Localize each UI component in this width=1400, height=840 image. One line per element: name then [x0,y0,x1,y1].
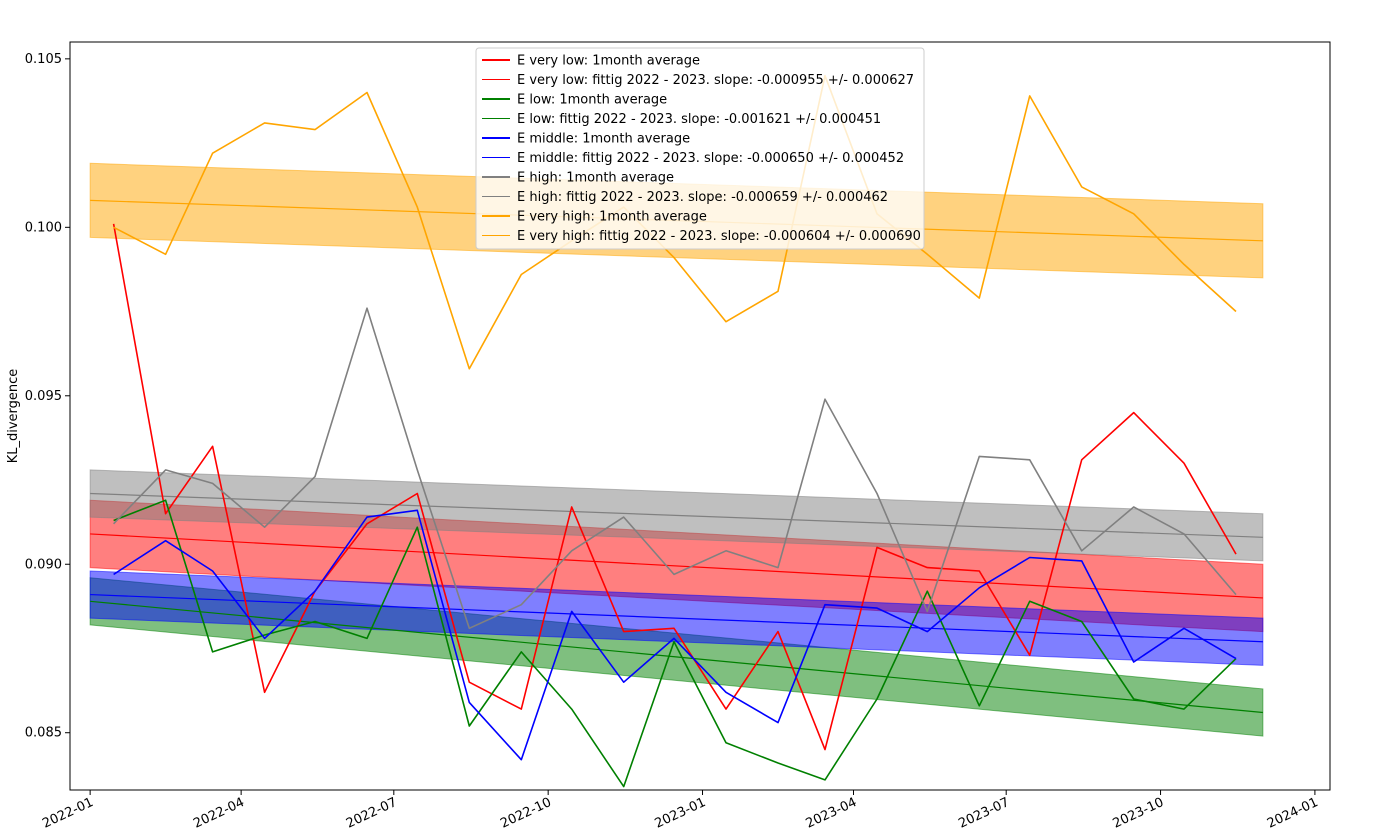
legend-entry-avg-2: E middle: 1month average [517,132,690,147]
plot-frame [69,41,1331,791]
data-series [112,74,1237,788]
x-tick-label-7: 2023-10 [1111,795,1167,832]
y-axis: 0.085 0.090 0.095 0.100 0.105 [25,52,70,741]
y-tick-label-4: 0.105 [25,52,62,67]
legend-entry-avg-1: E low: 1month average [517,93,667,108]
fit-line-0 [90,533,1263,599]
series-line-4 [113,74,1237,370]
y-tick-label-0: 0.085 [25,726,62,741]
fit-line-3 [90,492,1263,538]
x-tick-label-2: 2022-07 [344,795,400,832]
legend-entry-avg-4: E very high: 1month average [517,210,707,225]
fit-lines [90,199,1263,714]
legend: E very low: 1month average E very low: fi… [475,47,925,250]
fit-line-2 [90,593,1263,643]
legend-box [475,47,925,250]
x-tick-label-8: 2024-01 [1265,795,1321,832]
y-axis-label: KL_divergence [6,369,21,464]
x-tick-label-0: 2022-01 [40,795,96,832]
legend-entry-fit-4: E very high: fittig 2022 - 2023. slope: … [517,229,921,244]
legend-entry-avg-0: E very low: 1month average [517,54,700,69]
legend-entry-fit-0: E very low: fittig 2022 - 2023. slope: -… [517,73,914,88]
legend-entry-fit-1: E low: fittig 2022 - 2023. slope: -0.001… [517,112,881,127]
x-axis: 2022-01 2022-04 2022-07 2022-10 2023-01 2023-… [40,790,1321,832]
series-line-0 [112,223,1237,751]
x-tick-label-6: 2023-07 [956,795,1012,832]
legend-entry-avg-3: E high: 1month average [517,171,674,186]
x-tick-label-4: 2023-01 [653,795,709,832]
y-tick-label-1: 0.090 [25,557,62,572]
series-line-3 [113,307,1237,630]
fit-line-1 [90,600,1263,714]
x-tick-label-5: 2023-04 [804,795,860,832]
legend-entry-fit-3: E high: fittig 2022 - 2023. slope: -0.00… [517,190,888,205]
series-line-1 [113,499,1237,788]
legend-entry-fit-2: E middle: fittig 2022 - 2023. slope: -0.… [517,151,904,166]
y-tick-label-2: 0.095 [25,389,62,404]
series-line-2 [113,509,1237,761]
x-tick-label-3: 2022-10 [498,795,554,832]
y-tick-label-3: 0.100 [25,220,62,235]
x-tick-label-1: 2022-04 [191,795,247,832]
